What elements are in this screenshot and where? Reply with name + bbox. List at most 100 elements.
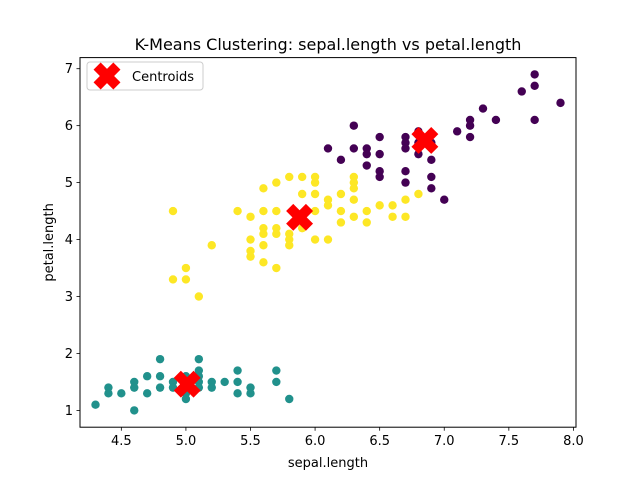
data-point — [298, 190, 306, 198]
x-tick-label: 6.5 — [369, 434, 390, 449]
data-point — [530, 70, 538, 78]
data-point — [337, 156, 345, 164]
data-point — [259, 230, 267, 238]
data-point — [414, 190, 422, 198]
data-point — [195, 292, 203, 300]
data-point — [246, 213, 254, 221]
data-point — [117, 389, 125, 397]
data-point — [182, 275, 190, 283]
data-point — [156, 383, 164, 391]
data-point — [401, 178, 409, 186]
y-axis-label: petal.length — [42, 203, 57, 282]
data-point — [91, 401, 99, 409]
data-point — [156, 355, 164, 363]
data-point — [208, 241, 216, 249]
data-point — [272, 178, 280, 186]
y-tick-label: 1 — [65, 404, 73, 419]
y-tick-label: 3 — [65, 290, 73, 305]
data-point — [324, 201, 332, 209]
data-point — [375, 201, 383, 209]
y-tick-label: 7 — [65, 62, 73, 77]
data-point — [130, 383, 138, 391]
data-point — [363, 161, 371, 169]
data-point — [453, 127, 461, 135]
data-point — [350, 213, 358, 221]
legend: Centroids — [87, 56, 203, 96]
data-point — [363, 150, 371, 158]
data-point — [233, 207, 241, 215]
data-point — [427, 184, 435, 192]
data-point — [220, 378, 228, 386]
data-point — [246, 389, 254, 397]
data-point — [492, 116, 500, 124]
data-point — [401, 213, 409, 221]
data-point — [440, 195, 448, 203]
data-point — [363, 218, 371, 226]
data-point — [401, 167, 409, 175]
data-point — [208, 383, 216, 391]
data-point — [427, 156, 435, 164]
data-point — [259, 184, 267, 192]
data-point — [388, 201, 396, 209]
data-point — [324, 144, 332, 152]
data-point — [182, 395, 190, 403]
data-point — [246, 235, 254, 243]
data-point — [272, 207, 280, 215]
data-point — [169, 275, 177, 283]
data-point — [337, 207, 345, 215]
y-tick-label: 6 — [65, 119, 73, 134]
data-point — [285, 395, 293, 403]
data-point — [195, 355, 203, 363]
legend-label: Centroids — [132, 70, 194, 85]
data-point — [272, 378, 280, 386]
data-point — [375, 133, 383, 141]
data-point — [375, 150, 383, 158]
data-point — [259, 241, 267, 249]
data-point — [518, 87, 526, 95]
data-point — [401, 144, 409, 152]
data-point — [530, 116, 538, 124]
data-point — [285, 173, 293, 181]
data-point — [388, 213, 396, 221]
data-point — [350, 184, 358, 192]
data-point — [272, 264, 280, 272]
x-tick-label: 4.5 — [111, 434, 132, 449]
data-point — [272, 366, 280, 374]
data-point — [337, 218, 345, 226]
data-point — [143, 389, 151, 397]
x-tick-label: 5.5 — [240, 434, 261, 449]
data-point — [285, 241, 293, 249]
x-tick-label: 6.0 — [305, 434, 326, 449]
data-point — [350, 195, 358, 203]
data-point — [375, 173, 383, 181]
x-axis-label: sepal.length — [288, 456, 368, 471]
data-point — [169, 207, 177, 215]
data-point — [143, 372, 151, 380]
data-point — [530, 82, 538, 90]
data-point — [259, 207, 267, 215]
data-point — [272, 230, 280, 238]
y-tick-label: 5 — [65, 176, 73, 191]
data-point — [350, 121, 358, 129]
x-tick-label: 8.0 — [563, 434, 584, 449]
data-point — [311, 235, 319, 243]
data-point — [479, 104, 487, 112]
data-point — [104, 389, 112, 397]
data-point — [233, 378, 241, 386]
data-point — [363, 207, 371, 215]
data-point — [233, 366, 241, 374]
data-point — [350, 144, 358, 152]
data-point — [259, 258, 267, 266]
data-point — [466, 133, 474, 141]
data-point — [324, 235, 332, 243]
data-point — [401, 195, 409, 203]
chart-title: K-Means Clustering: sepal.length vs peta… — [135, 35, 522, 54]
x-tick-label: 7.0 — [434, 434, 455, 449]
data-point — [156, 372, 164, 380]
data-point — [311, 178, 319, 186]
y-tick-label: 2 — [65, 347, 73, 362]
data-point — [298, 173, 306, 181]
y-tick-label: 4 — [65, 233, 73, 248]
data-point — [311, 190, 319, 198]
